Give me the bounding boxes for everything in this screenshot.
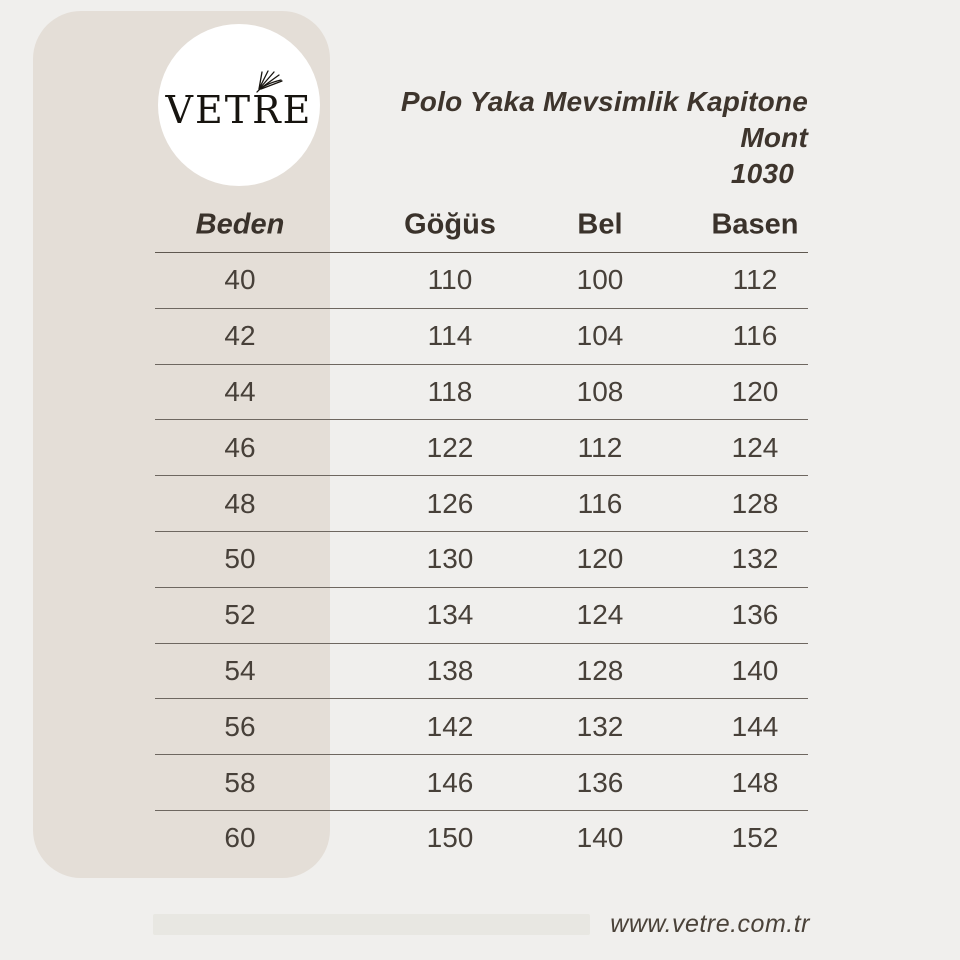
beden-cell: 60 xyxy=(224,822,256,854)
basen-cell: 120 xyxy=(731,375,779,407)
product-title-line1: Polo Yaka Mevsimlik Kapitone Mont xyxy=(400,86,808,153)
basen-cell: 124 xyxy=(731,431,779,463)
table-row: 44 118 108 120 xyxy=(155,365,808,421)
basen-cell: 116 xyxy=(732,320,778,352)
table-row: 42 114 104 116 xyxy=(155,309,808,365)
table-header-row: Beden Göğüs Bel Basen xyxy=(155,198,808,253)
basen-cell: 112 xyxy=(732,264,778,296)
gogus-cell: 138 xyxy=(426,654,474,686)
beden-cell: 46 xyxy=(224,431,256,463)
beden-cell: 52 xyxy=(224,599,256,631)
beden-cell: 54 xyxy=(224,654,256,686)
bel-cell: 120 xyxy=(576,543,624,575)
table-row: 52 134 124 136 xyxy=(155,588,808,644)
basen-cell: 148 xyxy=(731,766,779,798)
basen-cell: 136 xyxy=(731,599,779,631)
column-header-bel: Bel xyxy=(577,208,623,241)
basen-cell: 152 xyxy=(731,822,779,854)
table-row: 48 126 116 128 xyxy=(155,476,808,532)
bel-cell: 104 xyxy=(576,320,624,352)
column-header-basen: Basen xyxy=(711,208,799,241)
table-row: 40 110 100 112 xyxy=(155,253,808,309)
beden-cell: 48 xyxy=(224,487,256,519)
product-code: 1030 xyxy=(730,158,794,189)
website-url: www.vetre.com.tr xyxy=(610,910,810,938)
basen-cell: 140 xyxy=(731,654,779,686)
column-header-gogus: Göğüs xyxy=(404,208,496,241)
beden-cell: 40 xyxy=(224,264,256,296)
bel-cell: 100 xyxy=(576,264,624,296)
beden-cell: 50 xyxy=(224,543,256,575)
gogus-cell: 114 xyxy=(427,320,473,352)
footer-accent-bar xyxy=(153,914,590,935)
beden-cell: 44 xyxy=(224,375,256,407)
basen-cell: 132 xyxy=(731,543,779,575)
brand-name: VETRE xyxy=(165,88,313,132)
table-row: 54 138 128 140 xyxy=(155,644,808,700)
basen-cell: 128 xyxy=(731,487,779,519)
gogus-cell: 118 xyxy=(427,375,473,407)
table-row: 50 130 120 132 xyxy=(155,532,808,588)
bel-cell: 124 xyxy=(576,599,624,631)
table-row: 46 122 112 124 xyxy=(155,420,808,477)
bel-cell: 128 xyxy=(576,654,624,686)
gogus-cell: 134 xyxy=(426,599,474,631)
size-table-body: 40 110 100 112 42 114 104 116 44 118 108 120 46 122 11… xyxy=(155,253,808,866)
beden-cell: 58 xyxy=(224,766,256,798)
gogus-cell: 146 xyxy=(426,766,474,798)
column-header-beden: Beden xyxy=(195,208,285,241)
gogus-cell: 142 xyxy=(426,710,474,742)
bel-cell: 136 xyxy=(576,766,624,798)
bel-cell: 132 xyxy=(576,710,624,742)
brand-logo: VETRE xyxy=(158,24,320,186)
bel-cell: 112 xyxy=(577,431,623,463)
gogus-cell: 110 xyxy=(427,264,473,296)
beden-cell: 42 xyxy=(224,320,256,352)
gogus-cell: 122 xyxy=(426,431,474,463)
gogus-cell: 130 xyxy=(426,543,474,575)
beden-cell: 56 xyxy=(224,710,256,742)
gogus-cell: 126 xyxy=(426,487,474,519)
basen-cell: 144 xyxy=(731,710,779,742)
size-table: Beden Göğüs Bel Basen 40 110 100 112 42 114 10… xyxy=(155,198,808,866)
gogus-cell: 150 xyxy=(426,822,474,854)
product-title: Polo Yaka Mevsimlik Kapitone Mont 1030 xyxy=(345,84,808,192)
bel-cell: 140 xyxy=(576,822,624,854)
bel-cell: 116 xyxy=(577,487,623,519)
bel-cell: 108 xyxy=(576,375,624,407)
table-row: 60 150 140 152 xyxy=(155,811,808,866)
table-row: 58 146 136 148 xyxy=(155,755,808,811)
palm-leaf-icon xyxy=(256,70,283,93)
table-row: 56 142 132 144 xyxy=(155,699,808,756)
